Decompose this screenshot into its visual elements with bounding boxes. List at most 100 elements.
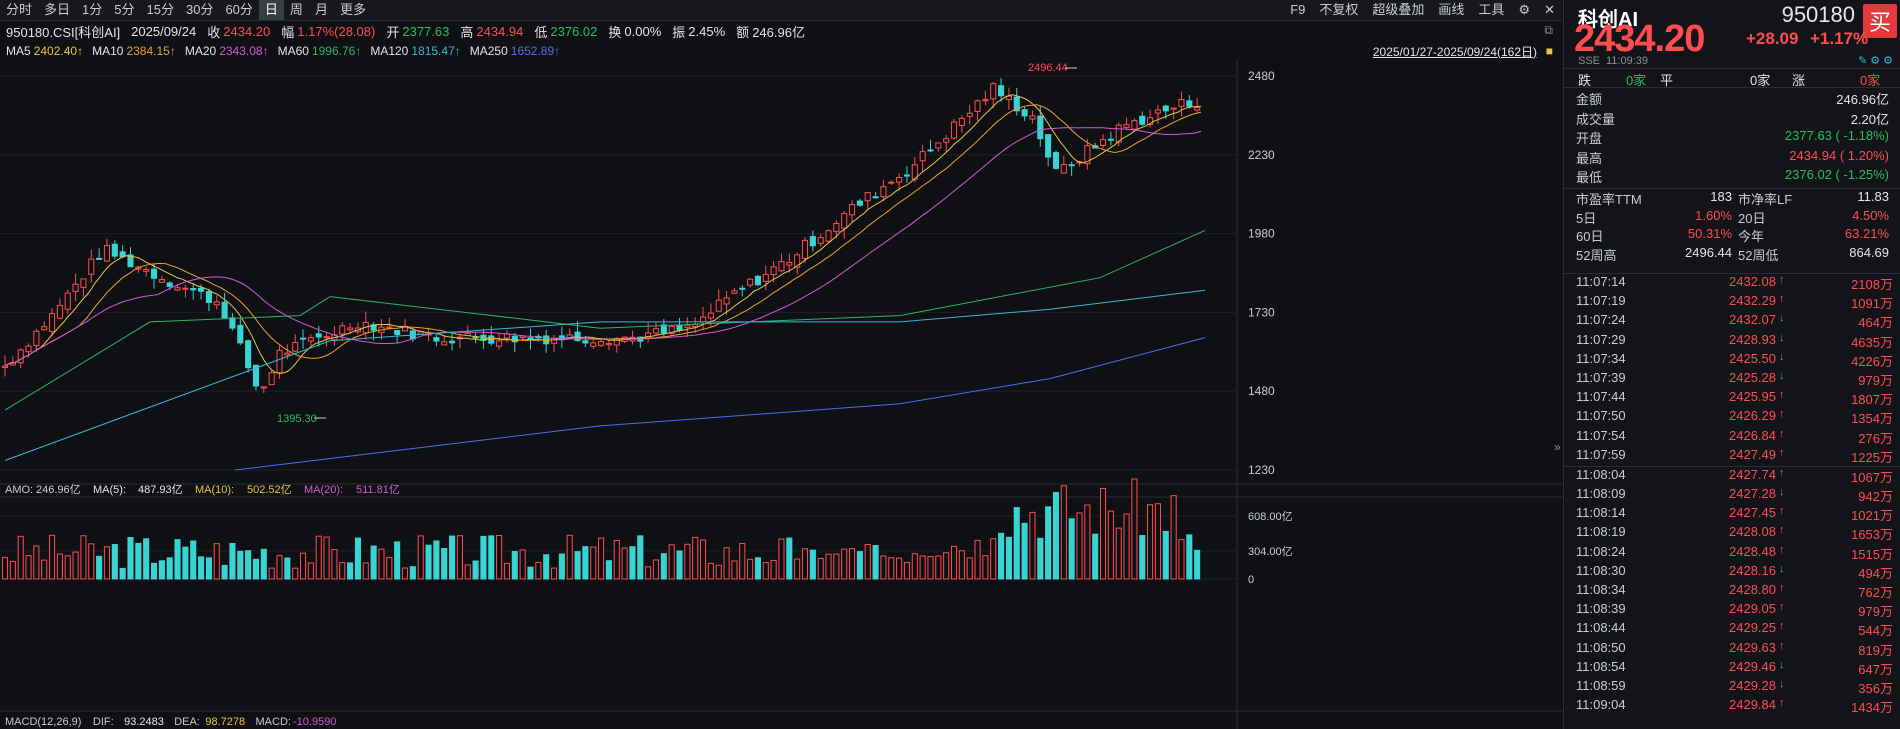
tool-icons[interactable]: ✎ ⚙ ⚙ (1857, 55, 1893, 67)
volume-bar (1060, 485, 1067, 580)
tick-volume: 942万 (1858, 489, 1893, 505)
period-tab-8[interactable]: 周 (289, 2, 303, 17)
volume-bar (229, 542, 236, 580)
candle-body (127, 254, 134, 268)
tick-row: 11:08:04 2427.74 ↑ 1067万 (1564, 465, 1900, 486)
volume-bar (425, 544, 432, 580)
ma-value-1: 2384.15↑ (126, 44, 176, 58)
tick-price: 2428.08 (1729, 524, 1776, 540)
volume-bar (1013, 507, 1020, 580)
index-code: 950180.CSI[科创AI] (6, 24, 121, 40)
candle-body (660, 324, 667, 334)
period-tab-10[interactable]: 更多 (339, 2, 366, 17)
candle-body (707, 312, 714, 319)
volume-bar (770, 559, 777, 580)
volume-bar (386, 556, 393, 580)
candle-body (778, 261, 785, 272)
period-tab-5[interactable]: 30分 (185, 2, 214, 17)
period-tab-2[interactable]: 1分 (82, 2, 103, 17)
volume-bar (519, 549, 526, 580)
tick-price: 2427.49 (1729, 446, 1776, 462)
candle-body (833, 222, 840, 233)
period-tab-7[interactable]: 日 (258, 0, 284, 20)
val-value: 183 (1710, 189, 1732, 204)
candle-body (245, 340, 252, 369)
toolbar-btn-2[interactable]: 超级叠加 (1372, 2, 1425, 17)
toolbar-btn-1[interactable]: 不复权 (1319, 2, 1359, 17)
arrow-up-icon: ↑ (1779, 446, 1785, 459)
volume-tick-label: 304.00亿 (1248, 545, 1293, 558)
volume-bar (645, 566, 652, 580)
toolbar-btn-0[interactable]: F9 (1290, 2, 1306, 17)
candle-body (205, 291, 212, 303)
tick-volume: 2108万 (1851, 277, 1893, 292)
tick-row: 11:07:59 2427.49 ↑ 1225万 (1564, 447, 1900, 466)
ma-label-2: MA20 (184, 44, 217, 58)
close-icon[interactable]: ✕ (1544, 2, 1555, 17)
candle-body (229, 317, 236, 329)
candle-body (849, 204, 856, 216)
period-tab-1[interactable]: 多日 (44, 2, 71, 17)
volume-bar (1099, 487, 1107, 580)
tick-price: 2428.80 (1729, 582, 1776, 597)
period-tab-0[interactable]: 分时 (6, 2, 33, 17)
tick-row: 11:08:30 2428.16 ↓ 494万 (1564, 563, 1900, 582)
arrow-up-icon: ↑ (1779, 408, 1785, 421)
candle-body (896, 177, 903, 183)
buy-button[interactable]: 买 (1863, 4, 1897, 38)
volume-bar (762, 562, 769, 580)
ma-line (4, 127, 1202, 367)
tick-price: 2429.63 (1729, 639, 1776, 655)
period-tab-9[interactable]: 月 (314, 2, 328, 17)
candle-body (605, 343, 612, 346)
volume-legend-label: AMO: (5, 484, 33, 496)
kline-chart[interactable]: 2480 2230 1980 1730 1480 1230 2496.44 1395.30 AM… (0, 0, 1562, 729)
ma-value-2: 2343.08↑ (219, 44, 269, 58)
period-tab-6[interactable]: 60分 (225, 2, 253, 17)
date-range[interactable]: 2025/01/27-2025/09/24(162日) (1372, 44, 1537, 59)
collapse-arrow-icon[interactable]: » (1554, 440, 1561, 454)
volume-legend-label: MA(5): (93, 484, 126, 496)
volume-bar (511, 551, 518, 580)
candle-body (64, 292, 71, 310)
exchange-label: SSE (1578, 55, 1601, 67)
volume-bar (409, 566, 416, 580)
volume-bar (801, 548, 809, 580)
tick-time: 11:07:50 (1576, 408, 1626, 424)
volume-legend-value: 511.81亿 (356, 483, 400, 496)
tick-volume: 4635万 (1851, 334, 1893, 350)
candle-body (143, 269, 150, 272)
macd-legend-label: MACD(12,26,9) (5, 716, 81, 728)
volume-bar (401, 567, 409, 580)
tick-row: 11:08:34 2428.80 ↑ 762万 (1564, 582, 1900, 601)
volume-bar (598, 537, 605, 580)
candle-body (668, 325, 675, 334)
volume-bar (190, 540, 197, 580)
volume-bar (370, 545, 377, 580)
period-tab-3[interactable]: 5分 (114, 2, 135, 17)
wp-icon[interactable]: ⧉ (1544, 23, 1553, 37)
candle-body (1045, 134, 1052, 158)
candle-body (919, 151, 926, 162)
candle-body (856, 200, 863, 206)
tick-volume: 1225万 (1851, 449, 1893, 465)
volume-bar (394, 541, 401, 580)
volume-bar (213, 543, 220, 580)
tick-list[interactable]: 11:07:14 2432.08 ↑ 2108万 11:07:19 2432.29 ↑ 109… (1564, 273, 1900, 716)
tick-row: 11:08:14 2427.45 ↑ 1021万 (1564, 505, 1900, 524)
market-breadth: 跌 0家 平 0家 涨 0家 (1564, 68, 1900, 88)
lock-icon[interactable]: ■ (1545, 44, 1553, 58)
tick-row: 11:07:39 2425.28 ↓ 979万 (1564, 370, 1900, 389)
candle-body (198, 287, 205, 292)
volume-bar (1, 556, 9, 580)
candle-body (88, 258, 95, 275)
candle-body (1021, 109, 1028, 117)
gear-icon[interactable]: ⚙ (1518, 2, 1531, 17)
toolbar-btn-3[interactable]: 画线 (1438, 2, 1465, 17)
volume-bar (33, 545, 40, 580)
volume-bar (778, 538, 785, 580)
period-tab-4[interactable]: 15分 (146, 2, 174, 17)
toolbar-btn-4[interactable]: 工具 (1478, 2, 1505, 17)
down-count: 0家 (1626, 73, 1647, 88)
up-label: 涨 (1792, 73, 1806, 88)
